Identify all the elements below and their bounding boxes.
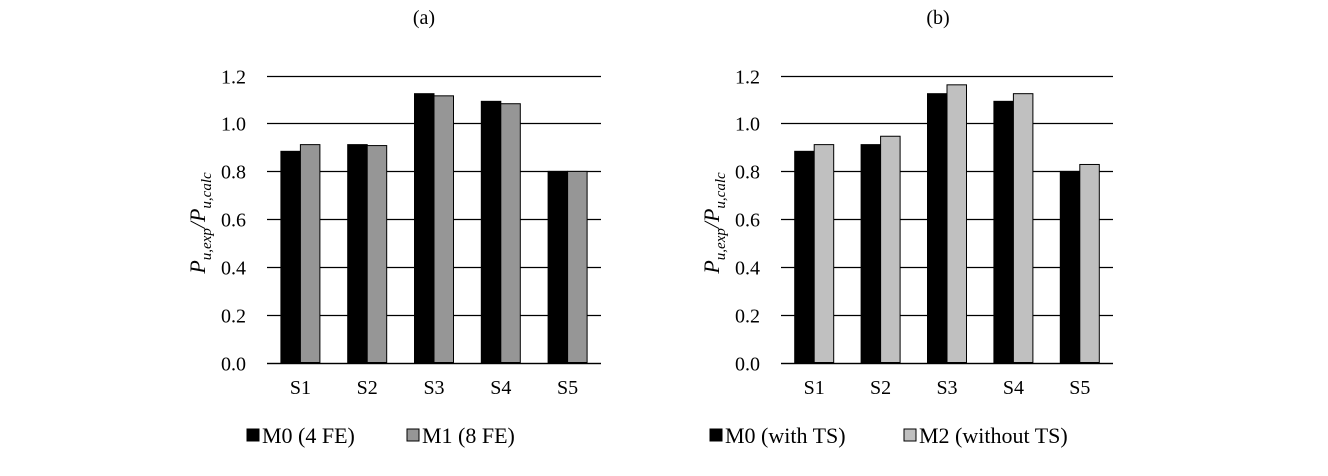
x-tick-label: S4 bbox=[490, 377, 511, 399]
legend-label: M1 (8 FE) bbox=[422, 423, 515, 448]
bar-s1-series-0 bbox=[794, 150, 815, 363]
x-tick-label: S1 bbox=[804, 377, 825, 399]
x-tick-label: S5 bbox=[557, 377, 578, 399]
y-tick-label: 0.6 bbox=[735, 210, 760, 232]
chart-title: (b) bbox=[926, 7, 949, 29]
x-tick-label: S1 bbox=[290, 377, 311, 399]
y-tick-label: 0.0 bbox=[735, 354, 760, 376]
bar-s2-series-1 bbox=[366, 145, 388, 363]
x-tick-label: S2 bbox=[870, 377, 891, 399]
bar-s2-series-1 bbox=[880, 135, 901, 363]
y-axis-label-p: P bbox=[699, 209, 724, 223]
y-axis-label-sub: u,calc bbox=[199, 172, 215, 209]
x-tick-label: S3 bbox=[423, 377, 444, 399]
x-tick-label: S4 bbox=[1003, 377, 1024, 399]
legend-swatch bbox=[246, 428, 260, 442]
y-tick-label: 0.8 bbox=[221, 162, 246, 184]
y-tick-label: 0.4 bbox=[221, 258, 246, 280]
y-tick-label: 1.0 bbox=[735, 114, 760, 136]
y-axis-label-sub: u,calc bbox=[713, 172, 729, 209]
y-axis-label-p: P bbox=[185, 209, 210, 223]
bar-s1-series-0 bbox=[280, 150, 301, 363]
y-axis-label-sub: u,exp bbox=[713, 228, 729, 261]
y-tick-label: 0.4 bbox=[735, 258, 760, 280]
y-tick-label: 0.0 bbox=[221, 354, 246, 376]
x-tick-label: S2 bbox=[357, 377, 378, 399]
legend-swatch bbox=[709, 428, 723, 442]
legend-label: M0 (with TS) bbox=[725, 423, 846, 448]
bar-s4-series-1 bbox=[500, 103, 521, 363]
bar-s5-series-0 bbox=[547, 170, 569, 363]
y-tick-label: 1.2 bbox=[735, 67, 760, 89]
y-tick-label: 0.6 bbox=[221, 210, 246, 232]
bar-s3-series-1 bbox=[946, 84, 967, 363]
bar-s1-series-1 bbox=[299, 144, 321, 363]
bar-s4-series-1 bbox=[1012, 93, 1034, 363]
chart-b: (b)0.00.20.40.60.81.01.2Pu,exp/Pu,calcS1… bbox=[699, 7, 1113, 448]
x-tick-label: S5 bbox=[1069, 377, 1090, 399]
y-axis-label-slash: / bbox=[185, 220, 210, 230]
y-tick-label: 1.2 bbox=[221, 67, 246, 89]
y-axis-label-sub: u,exp bbox=[199, 228, 215, 261]
y-tick-label: 0.2 bbox=[735, 306, 760, 328]
bar-s5-series-0 bbox=[1059, 170, 1081, 363]
legend-label: M2 (without TS) bbox=[919, 423, 1068, 448]
y-axis-label-p: P bbox=[699, 260, 724, 274]
chart-title: (a) bbox=[413, 7, 435, 29]
bar-s5-series-1 bbox=[1079, 163, 1100, 363]
bar-s5-series-1 bbox=[567, 170, 588, 363]
y-tick-label: 1.0 bbox=[221, 114, 246, 136]
y-axis-label-p: P bbox=[185, 260, 210, 274]
legend-swatch bbox=[903, 428, 917, 442]
x-tick-label: S3 bbox=[936, 377, 957, 399]
y-tick-label: 0.8 bbox=[735, 162, 760, 184]
legend-swatch bbox=[406, 428, 420, 442]
y-axis-label-slash: / bbox=[699, 220, 724, 230]
y-axis-label: Pu,exp/Pu,calc bbox=[185, 172, 215, 275]
legend-label: M0 (4 FE) bbox=[262, 423, 355, 448]
chart-a: (a)0.00.20.40.60.81.01.2Pu,exp/Pu,calcS1… bbox=[185, 7, 601, 448]
bar-s3-series-0 bbox=[927, 93, 948, 363]
bar-s4-series-0 bbox=[993, 100, 1014, 364]
y-tick-label: 0.2 bbox=[221, 306, 246, 328]
y-axis-label: Pu,exp/Pu,calc bbox=[699, 172, 729, 275]
bar-s3-series-0 bbox=[414, 93, 435, 363]
bar-s2-series-0 bbox=[860, 144, 882, 363]
bar-s4-series-0 bbox=[480, 100, 502, 364]
bar-s2-series-0 bbox=[347, 144, 368, 363]
bar-s3-series-1 bbox=[433, 95, 454, 364]
bar-s1-series-1 bbox=[813, 144, 835, 363]
